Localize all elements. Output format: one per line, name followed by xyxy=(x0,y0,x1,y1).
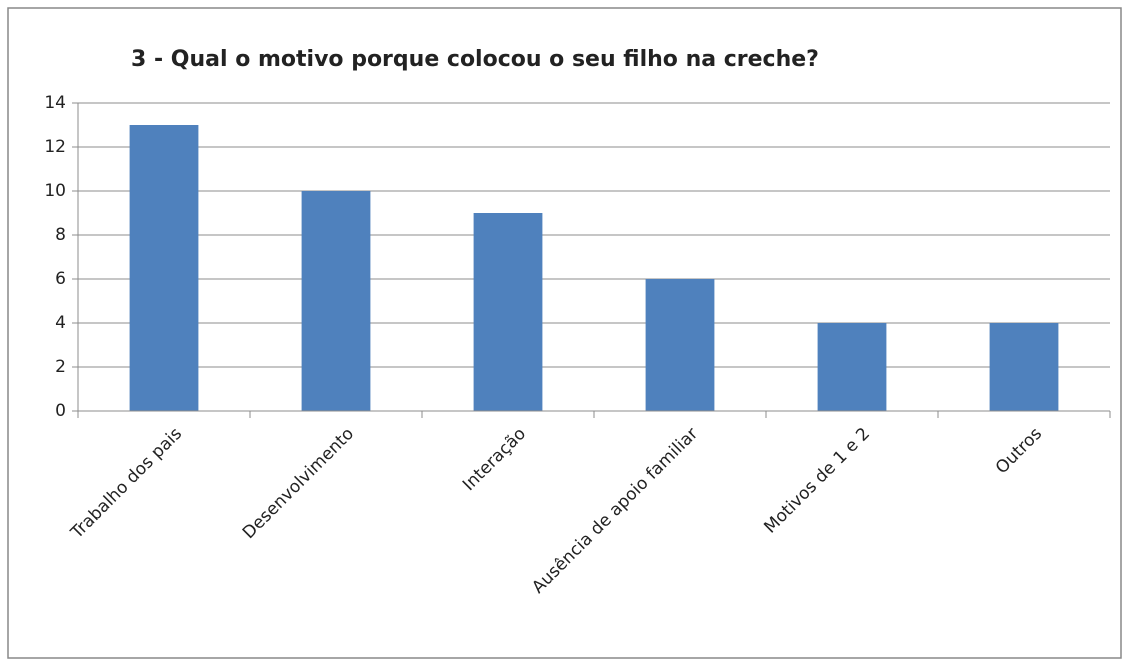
bar xyxy=(817,323,887,411)
y-tick-label: 4 xyxy=(55,313,66,333)
y-tick-label: 12 xyxy=(44,137,66,157)
y-tick-label: 8 xyxy=(55,225,66,245)
bar xyxy=(645,279,715,411)
bar xyxy=(301,191,371,411)
y-tick-label: 2 xyxy=(55,357,66,377)
y-tick-label: 6 xyxy=(55,269,66,289)
y-tick-label: 10 xyxy=(44,181,66,201)
y-tick-label: 14 xyxy=(44,93,66,113)
bar xyxy=(129,125,199,411)
bar xyxy=(989,323,1059,411)
bar xyxy=(473,213,543,411)
y-tick-label: 0 xyxy=(55,401,66,421)
chart-title: 3 - Qual o motivo porque colocou o seu f… xyxy=(131,47,819,72)
